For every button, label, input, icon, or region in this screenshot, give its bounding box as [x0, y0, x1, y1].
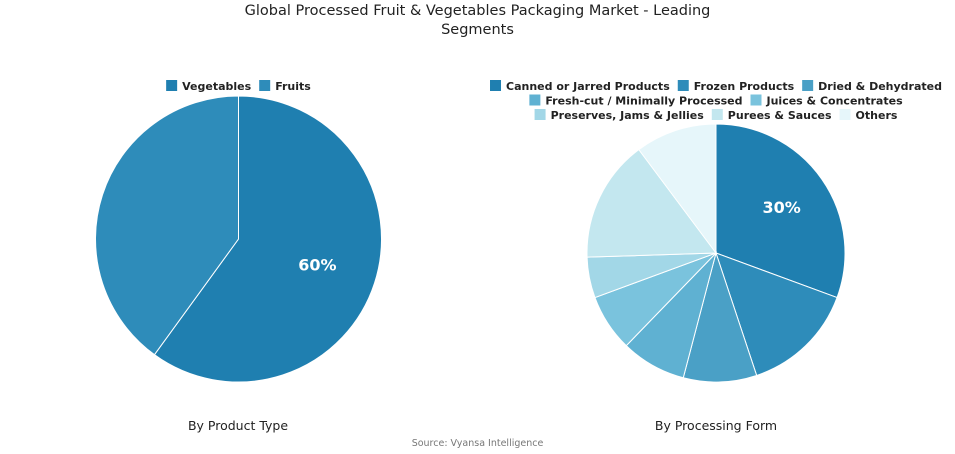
pie1-slice-fruits — [95, 95, 239, 356]
pie2-legend: Canned or Jarred Products Frozen Products… — [490, 80, 942, 122]
legend-swatch-fruits — [259, 80, 271, 91]
legend-swatch-others — [839, 109, 851, 120]
pie2: 30% — [586, 123, 846, 383]
pie1-legend: Vegetables Fruits — [166, 80, 311, 93]
pie1-percent-label: 60% — [298, 256, 336, 275]
legend-label-vegetables: Vegetables — [182, 80, 251, 93]
source-note: Source: Vyansa Intelligence — [411, 438, 544, 449]
pie1-caption: By Product Type — [187, 418, 289, 433]
legend-swatch-vegetables — [166, 80, 178, 91]
legend-swatch-juices-concentrates — [750, 94, 762, 106]
pie1-slice-vegetables — [153, 95, 382, 383]
legend-label-canned-or-jarred-products: Canned or Jarred Products — [506, 80, 670, 93]
pie1: 60% — [95, 95, 382, 383]
legend-swatch-canned-or-jarred-products — [490, 80, 502, 91]
pie2-slice-others — [638, 123, 717, 255]
chart-title-line1: Global Processed Fruit & Vegetables Pack… — [244, 3, 711, 19]
legend-label-juices-concentrates: Juices & Concentrates — [766, 95, 904, 108]
legend-swatch-preserves-jams-jellies — [534, 109, 546, 120]
legend-label-dried-dehydrated: Dried & Dehydrated — [818, 80, 942, 93]
legend-label-purees-sauces: Purees & Sauces — [728, 109, 832, 122]
legend-label-others: Others — [856, 109, 898, 122]
chart-title-line2: Segments — [441, 22, 514, 38]
pie2-slice-canned-or-jarred-products — [715, 123, 846, 299]
legend-swatch-dried-dehydrated — [802, 80, 814, 91]
legend-label-fruits: Fruits — [275, 80, 311, 93]
pie2-caption: By Processing Form — [654, 418, 778, 433]
pie2-percent-label: 30% — [762, 198, 800, 217]
legend-label-preserves-jams-jellies: Preserves, Jams & Jellies — [551, 109, 705, 122]
legend-swatch-purees-sauces — [711, 109, 723, 120]
legend-swatch-fresh-cut-minimally-processed — [529, 94, 541, 106]
pie2-slice-frozen-products — [715, 252, 838, 377]
legend-label-frozen-products: Frozen Products — [694, 80, 795, 93]
legend-swatch-frozen-products — [677, 80, 689, 91]
pie2-slice-purees-sauces — [586, 148, 717, 258]
legend-label-fresh-cut-minimally-processed: Fresh-cut / Minimally Processed — [545, 95, 742, 108]
